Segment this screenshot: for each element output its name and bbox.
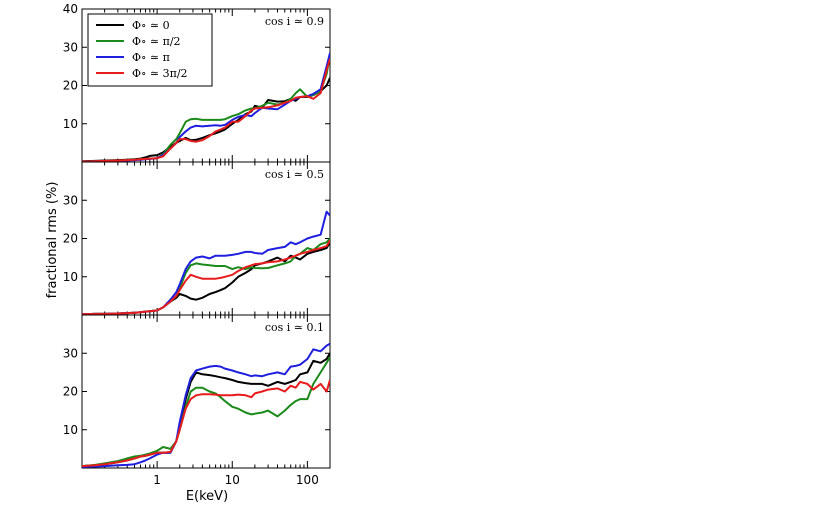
panel-annotation: cos i ≃ 0.1 [265,321,324,334]
x-axis-label: E(keV) [186,489,228,504]
y-axis-label: fractional rms (%) [45,182,60,299]
legend-label: Φ∘ ≃ 0 [132,19,170,32]
series-lines [82,342,330,468]
y-tick-label: 10 [63,270,78,284]
x-tick-label: 1 [153,473,161,487]
y-tick-label: 40 [63,2,78,16]
x-tick-label: 10 [225,473,240,487]
series-line [82,210,330,315]
series-line [82,379,330,468]
series-line [82,237,330,315]
y-tick-label: 20 [63,232,78,246]
legend-label: Φ∘ ≃ π/2 [132,35,181,48]
series-line [82,356,330,468]
panels: 10 20 30 40 cos i ≃ 0.9 10 20 30 cos i ≃ 0.5 10 20… [63,2,331,487]
y-tick-label: 10 [63,117,78,131]
panel-annotation: cos i ≃ 0.5 [265,168,324,181]
y-tick-label: 10 [63,423,78,437]
y-tick-label: 30 [63,40,78,54]
legend-label: Φ∘ ≃ 3π/2 [132,67,188,80]
series-line [82,239,330,315]
bottom-panel: 10 20 30 1 10 100 cos i ≃ 0.1 [63,314,331,487]
panel-annotation: cos i ≃ 0.9 [265,15,324,28]
panel-frame [81,314,331,469]
series-lines [82,52,330,162]
top-panel: 10 20 30 40 cos i ≃ 0.9 [63,2,331,163]
panel-frame [81,161,331,316]
legend-label: Φ∘ ≃ π [132,51,170,64]
y-tick-label: 20 [63,79,78,93]
x-tick-label: 100 [296,473,319,487]
series-line [82,58,330,162]
legend: Φ∘ ≃ 0 Φ∘ ≃ π/2 Φ∘ ≃ π Φ∘ ≃ 3π/2 [87,13,213,87]
y-tick-label: 20 [63,385,78,399]
y-tick-label: 30 [63,346,78,360]
y-tick-label: 30 [63,193,78,207]
series-lines [82,210,330,315]
middle-panel: 10 20 30 cos i ≃ 0.5 [63,161,331,316]
series-line [82,342,330,468]
series-line [82,352,330,468]
